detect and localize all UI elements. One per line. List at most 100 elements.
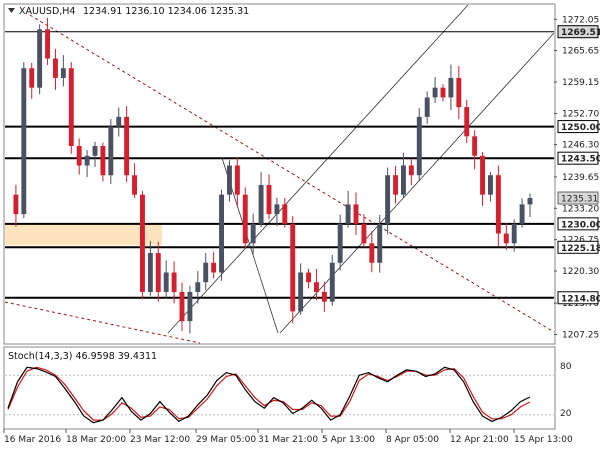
- stoch-panel: [3, 346, 556, 430]
- y-tick-label: 1259.15: [562, 78, 599, 88]
- candle-bear: [132, 175, 137, 195]
- candle-bear: [290, 223, 296, 312]
- collapse-triangle-icon[interactable]: [8, 8, 15, 13]
- stoch-label: Stoch(14,3,3) 46.9598 39.4311: [8, 351, 157, 362]
- candle-bull: [519, 204, 525, 224]
- chart-symbol: XAUUSD,H4: [19, 6, 75, 17]
- level-lines-layer: [5, 31, 554, 299]
- stoch-level-80-label: 80: [560, 362, 572, 372]
- candle-bear: [13, 194, 19, 215]
- candle-bull: [329, 262, 335, 302]
- candles-layer: [13, 17, 533, 334]
- y-tick-label: 1226.75: [562, 236, 599, 246]
- level-badge: [557, 240, 599, 254]
- candle-bear: [211, 262, 217, 273]
- candle-bull: [401, 165, 406, 195]
- channel-line-lower: [279, 32, 555, 334]
- candle-bear: [321, 291, 327, 302]
- candle-bear: [306, 272, 311, 283]
- level-badge-label: 1250.00: [561, 123, 600, 133]
- level-badge: [557, 120, 599, 134]
- level-badge: [557, 151, 599, 165]
- candle-bull: [298, 272, 304, 312]
- candle-bull: [60, 68, 66, 78]
- level-badge: [557, 291, 599, 305]
- level-badge: [557, 217, 599, 231]
- stoch-main-line: [7, 366, 531, 424]
- candle-bull: [187, 291, 193, 322]
- support-zone-layer: [5, 223, 162, 246]
- candle-bear: [503, 233, 509, 244]
- candle-bear: [456, 77, 462, 108]
- candle-bear: [53, 58, 58, 78]
- candle-bear: [353, 204, 359, 224]
- candle-bear: [314, 282, 319, 292]
- trendline-layer: [4, 4, 555, 344]
- x-axis-layer: 16 Mar 2016 18 Mar 20:00 23 Mar 12:00 29 Ma…: [3, 429, 573, 445]
- candle-bear: [171, 272, 177, 292]
- stochastic-layer: [5, 366, 554, 424]
- candle-bear: [140, 194, 145, 292]
- candle-bear: [361, 223, 367, 244]
- candle-bull: [84, 155, 90, 166]
- level-badge-label: 1269.51: [561, 28, 600, 38]
- candle-bull: [337, 223, 343, 263]
- candle-bull: [203, 262, 209, 283]
- x-tick-label: 16 Mar 2016: [4, 435, 61, 445]
- current-price-badge: [557, 191, 599, 205]
- level-badge-label: 1230.00: [561, 220, 600, 230]
- candle-bear: [242, 194, 248, 244]
- candle-bear: [369, 243, 375, 263]
- x-tick-label: 15 Apr 13:00: [514, 435, 573, 445]
- candle-bull: [219, 194, 224, 273]
- x-tick-label: 8 Apr 05:00: [386, 435, 439, 445]
- candle-bear: [472, 136, 478, 156]
- y-tick-label: 1233.20: [562, 204, 599, 214]
- x-tick-label: 18 Mar 20:00: [66, 435, 126, 445]
- candle-bull: [448, 77, 454, 98]
- candle-bull: [21, 68, 27, 215]
- candle-bull: [147, 253, 153, 292]
- y-tick-label: 1207.25: [562, 330, 599, 340]
- candle-bull: [527, 198, 533, 205]
- y-tick-label: 1272.05: [562, 15, 599, 25]
- x-tick-label: 31 Mar 21:00: [258, 435, 318, 445]
- y-tick-label: 1265.65: [562, 46, 599, 56]
- level-badge-label: 1214.80: [561, 294, 600, 304]
- candle-bear: [495, 175, 501, 234]
- x-tick-label: 12 Apr 21:00: [450, 435, 509, 445]
- candle-bear: [266, 184, 272, 215]
- candle-bear: [440, 87, 446, 98]
- candle-bear: [480, 155, 485, 195]
- candle-bear: [124, 116, 130, 176]
- level-badge: [557, 25, 599, 39]
- x-tick-label: 29 Mar 05:00: [196, 435, 256, 445]
- candle-bear: [282, 204, 288, 224]
- candle-bull: [116, 116, 122, 127]
- candle-bear: [100, 146, 106, 176]
- candle-bull: [432, 87, 438, 98]
- y-tick-label: 1239.65: [562, 173, 599, 183]
- candle-bear: [45, 29, 50, 59]
- candle-bull: [227, 165, 232, 195]
- candle-bull: [488, 175, 493, 195]
- candle-bull: [385, 175, 391, 224]
- x-tick-label: 23 Mar 12:00: [130, 435, 190, 445]
- candle-bull: [258, 184, 264, 224]
- candle-bull: [274, 204, 280, 215]
- candle-bull: [92, 146, 98, 156]
- candle-bear: [234, 165, 240, 195]
- stoch-level-20-label: 20: [560, 409, 572, 419]
- channel-line-upper: [167, 4, 469, 334]
- candle-bull: [250, 223, 256, 244]
- candle-bull: [37, 29, 43, 88]
- candle-bull: [416, 116, 422, 176]
- candle-bear: [76, 146, 82, 166]
- y-axis-layer: 1272.05 1265.65 1259.15 1252.70 1246.30 1239.…: [554, 15, 600, 340]
- candle-bull: [163, 272, 169, 292]
- candle-bear: [408, 165, 414, 176]
- candle-bear: [179, 291, 185, 322]
- candle-bear: [155, 253, 161, 292]
- candle-bull: [345, 204, 351, 224]
